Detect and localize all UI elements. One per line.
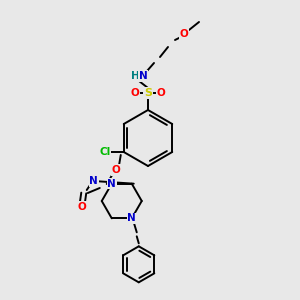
Text: O: O xyxy=(111,165,120,175)
Text: Cl: Cl xyxy=(99,147,110,157)
Text: N: N xyxy=(107,179,116,189)
Text: O: O xyxy=(130,88,140,98)
Text: O: O xyxy=(157,88,165,98)
Text: S: S xyxy=(144,88,152,98)
Text: N: N xyxy=(139,71,147,81)
Text: N: N xyxy=(89,176,98,186)
Text: H: H xyxy=(130,71,140,81)
Text: O: O xyxy=(180,29,188,39)
Text: N: N xyxy=(128,213,136,223)
Text: O: O xyxy=(77,202,86,212)
